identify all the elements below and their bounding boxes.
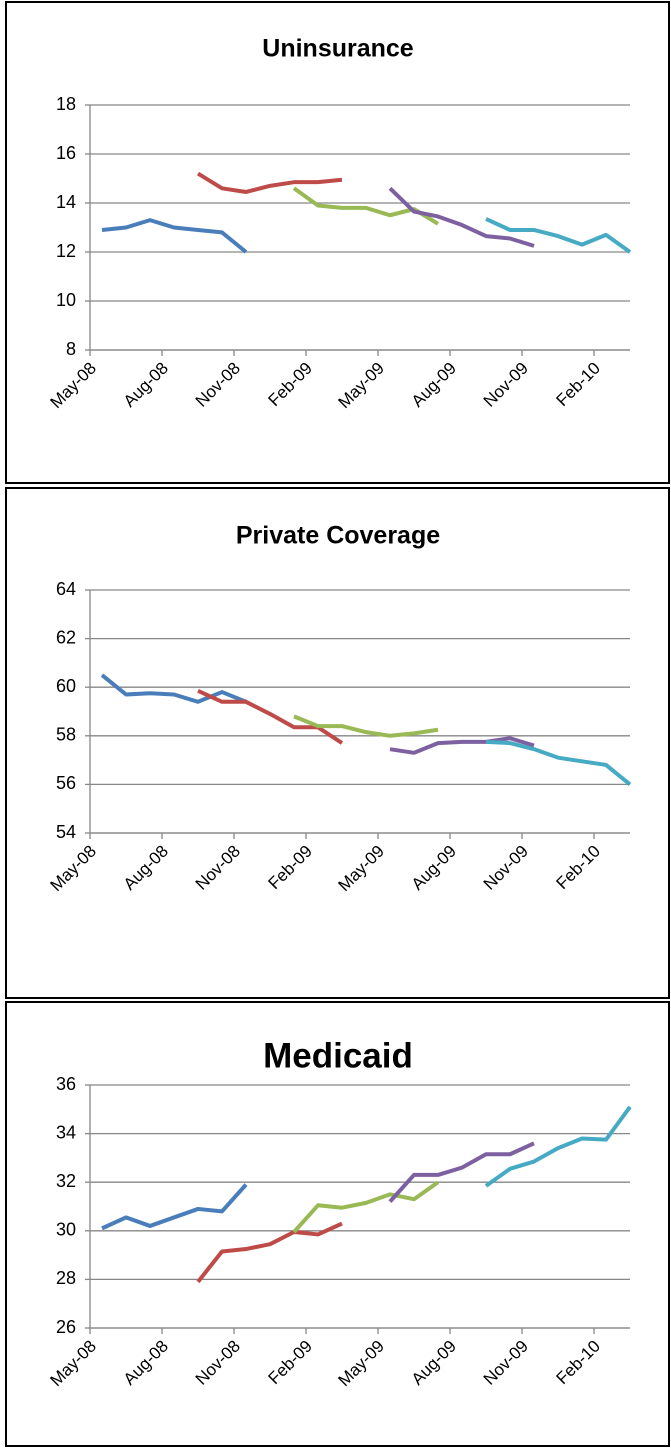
x-tick-label: May-08 bbox=[46, 842, 100, 896]
x-tick-label: Aug-08 bbox=[120, 842, 172, 894]
x-tick-label: Nov-09 bbox=[480, 1337, 532, 1389]
y-tick-label: 10 bbox=[56, 290, 76, 310]
y-tick-label: 14 bbox=[56, 192, 76, 212]
x-tick-label: Nov-09 bbox=[480, 842, 532, 894]
series-line bbox=[101, 218, 248, 254]
y-tick-label: 16 bbox=[56, 143, 76, 163]
y-tick-label: 58 bbox=[56, 725, 76, 745]
y-tick-label: 8 bbox=[66, 339, 76, 359]
series-line bbox=[101, 1183, 248, 1231]
y-tick-label: 32 bbox=[56, 1171, 76, 1191]
x-tick-label: Nov-08 bbox=[192, 1337, 244, 1389]
y-tick-label: 12 bbox=[56, 241, 76, 261]
chart-title: Uninsurance bbox=[262, 35, 414, 63]
chart-title: Medicaid bbox=[263, 1036, 413, 1075]
series-line bbox=[196, 1221, 343, 1284]
x-tick-label: Feb-09 bbox=[264, 842, 316, 894]
chart-title: Private Coverage bbox=[236, 522, 440, 550]
x-tick-label: Feb-09 bbox=[264, 1337, 316, 1389]
y-tick-label: 36 bbox=[56, 1074, 76, 1094]
y-tick-label: 56 bbox=[56, 773, 76, 793]
y-tick-label: 18 bbox=[56, 94, 76, 114]
series-line bbox=[196, 171, 343, 194]
y-tick-label: 30 bbox=[56, 1220, 76, 1240]
x-tick-label: Nov-09 bbox=[480, 359, 532, 411]
x-tick-label: Aug-09 bbox=[408, 359, 460, 411]
y-tick-label: 54 bbox=[56, 822, 76, 842]
x-tick-label: Nov-08 bbox=[192, 842, 244, 894]
y-tick-label: 62 bbox=[56, 627, 76, 647]
panel-frame bbox=[5, 1001, 670, 1447]
series-line bbox=[100, 673, 247, 704]
series-line bbox=[388, 186, 535, 248]
x-tick-label: May-09 bbox=[334, 1337, 388, 1391]
panel-frame bbox=[5, 1, 670, 484]
x-tick-label: Feb-10 bbox=[552, 359, 604, 411]
series-line bbox=[388, 1141, 535, 1203]
series-line bbox=[389, 736, 535, 755]
series-line bbox=[485, 217, 632, 254]
series-line bbox=[292, 186, 440, 226]
x-tick-label: May-09 bbox=[334, 359, 388, 413]
x-tick-label: May-09 bbox=[334, 842, 388, 896]
x-tick-label: Aug-09 bbox=[408, 842, 460, 894]
y-tick-label: 34 bbox=[56, 1122, 76, 1142]
series-line bbox=[485, 739, 632, 786]
y-tick-label: 28 bbox=[56, 1268, 76, 1288]
x-tick-label: Aug-09 bbox=[408, 1337, 460, 1389]
y-tick-label: 60 bbox=[56, 676, 76, 696]
x-tick-label: Feb-09 bbox=[264, 359, 316, 411]
series-line bbox=[293, 714, 439, 738]
x-tick-label: Nov-08 bbox=[192, 359, 244, 411]
series-line bbox=[292, 1180, 440, 1234]
x-tick-label: May-08 bbox=[46, 359, 100, 413]
y-tick-label: 26 bbox=[56, 1317, 76, 1337]
x-tick-label: Aug-08 bbox=[120, 1337, 172, 1389]
x-tick-label: May-08 bbox=[46, 1337, 100, 1391]
series-line bbox=[484, 1105, 632, 1188]
x-tick-label: Aug-08 bbox=[120, 359, 172, 411]
x-tick-label: Feb-10 bbox=[552, 1337, 604, 1389]
y-tick-label: 64 bbox=[56, 579, 76, 599]
x-tick-label: Feb-10 bbox=[552, 842, 604, 894]
panel-frame bbox=[5, 487, 670, 999]
